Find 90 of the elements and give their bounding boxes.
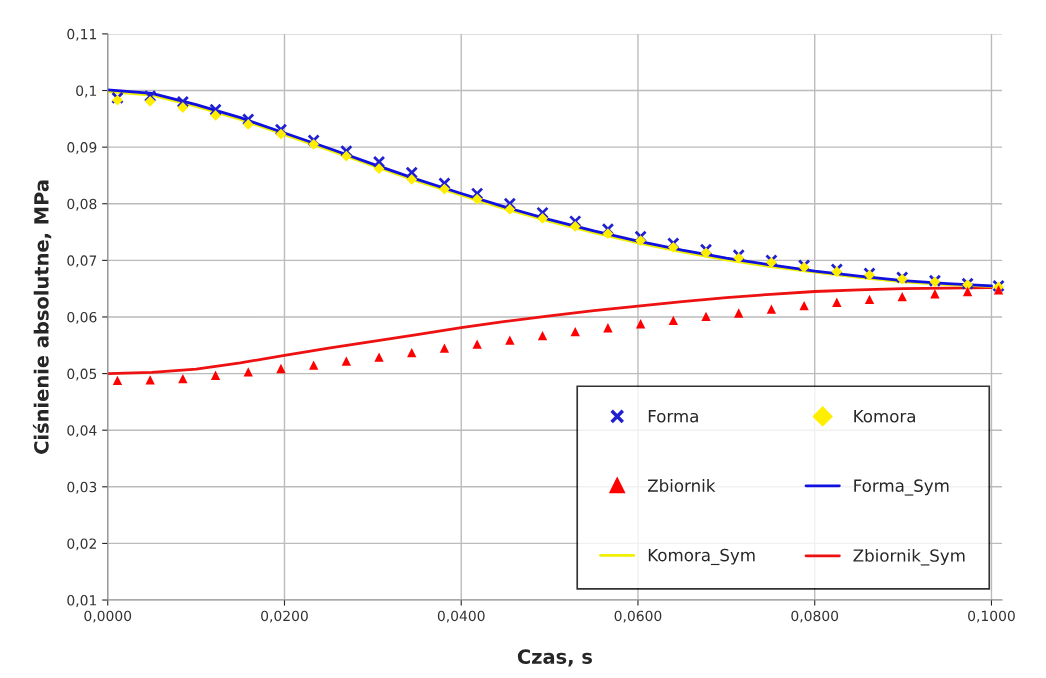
point	[340, 150, 352, 162]
point	[603, 323, 613, 333]
y-axis-title: Ciśnienie absolutne, MPa	[32, 180, 52, 454]
point	[537, 330, 548, 341]
y-tick-label: 0,1	[76, 85, 97, 98]
point	[993, 285, 1004, 295]
point	[340, 144, 353, 158]
point	[472, 339, 482, 349]
point	[568, 214, 582, 228]
point	[634, 230, 647, 243]
x-tick-label: 0,0800	[791, 610, 839, 623]
x-tick-label: 0,0400	[437, 610, 485, 623]
y-tick-label: 0,06	[67, 311, 97, 324]
point	[667, 237, 680, 250]
legend-label: Zbiornik	[647, 479, 716, 492]
point	[275, 128, 287, 140]
y-tick-label: 0,08	[67, 198, 97, 211]
point	[732, 248, 746, 262]
y-tick-label: 0,11	[67, 28, 97, 41]
point	[209, 103, 222, 117]
point	[307, 134, 320, 147]
y-tick-label: 0,07	[67, 255, 97, 268]
point	[274, 123, 288, 136]
point	[701, 311, 711, 322]
point	[537, 213, 548, 224]
point	[143, 89, 157, 103]
point	[243, 367, 253, 377]
point	[373, 163, 385, 175]
point	[308, 138, 320, 150]
x-tick-label: 0,0200	[261, 610, 308, 623]
point	[341, 356, 351, 366]
point	[832, 297, 842, 307]
point	[699, 243, 713, 256]
point	[471, 193, 483, 205]
point	[374, 352, 384, 362]
point	[276, 363, 286, 374]
legend-label: Komora_Sym	[648, 548, 755, 566]
point	[569, 221, 581, 232]
point	[601, 222, 615, 236]
point	[505, 335, 515, 345]
legend-label: Forma_Sym	[854, 479, 949, 496]
point	[766, 304, 777, 314]
x-tick-label: 0,0000	[84, 610, 132, 623]
point	[406, 174, 418, 185]
point	[112, 375, 123, 386]
legend-label: Komora	[854, 410, 915, 423]
y-tick-label: 0,09	[67, 142, 97, 155]
point	[667, 241, 679, 253]
legend-label: Forma	[648, 410, 698, 423]
point	[799, 300, 809, 311]
point	[405, 166, 419, 179]
point	[407, 347, 417, 358]
point	[930, 289, 940, 299]
point	[210, 370, 221, 380]
point	[635, 319, 646, 329]
point	[536, 206, 549, 220]
y-tick-label: 0,03	[67, 481, 97, 494]
point	[897, 291, 907, 302]
point	[144, 95, 156, 107]
point	[864, 294, 875, 305]
point	[438, 177, 451, 190]
point	[242, 119, 254, 130]
point	[734, 308, 744, 318]
point	[176, 95, 190, 109]
point	[372, 155, 386, 169]
x-tick-label: 0,0600	[614, 610, 662, 623]
point	[145, 375, 155, 385]
point	[700, 247, 712, 259]
point	[470, 187, 484, 200]
point	[177, 102, 189, 113]
point	[570, 327, 580, 337]
point	[668, 315, 678, 326]
legend-label: Zbiornik_Sym	[853, 548, 965, 566]
y-tick-label: 0,02	[67, 538, 96, 551]
point	[602, 228, 614, 240]
y-tick-label: 0,05	[67, 368, 97, 381]
point	[439, 343, 450, 353]
point	[962, 286, 973, 297]
point	[503, 197, 517, 211]
point	[308, 360, 319, 370]
point	[733, 252, 745, 264]
point	[210, 110, 221, 121]
point	[504, 204, 516, 215]
y-tick-label: 0,04	[67, 425, 97, 438]
point	[178, 374, 188, 384]
x-axis-title: Czas, s	[517, 649, 592, 667]
y-tick-label: 0,01	[67, 595, 97, 607]
x-tick-label: 0,1000	[968, 610, 1015, 623]
point	[241, 113, 255, 126]
point	[635, 235, 646, 246]
